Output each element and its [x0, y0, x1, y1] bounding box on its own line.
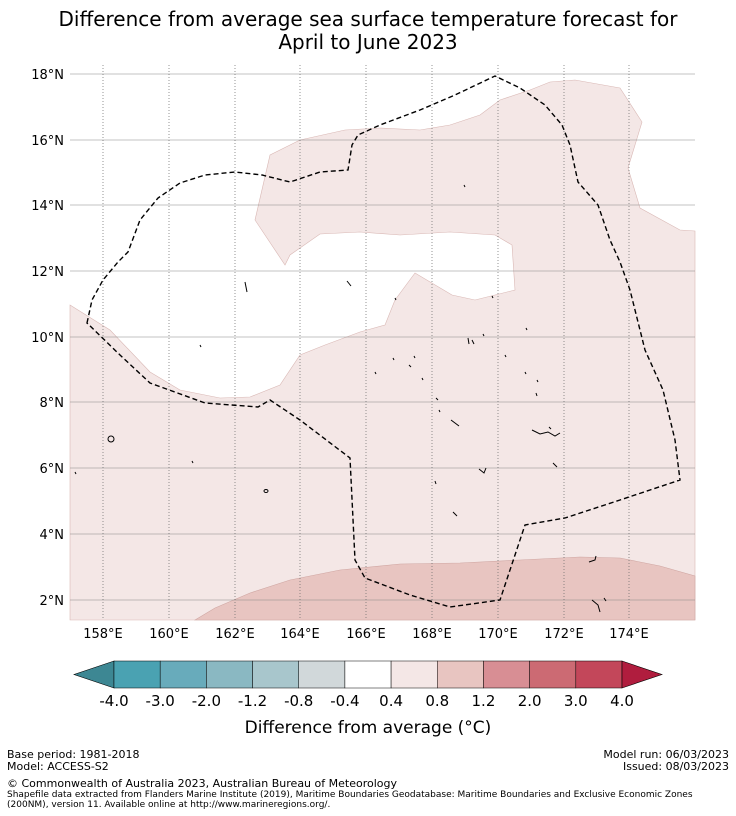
colorbar-tick-label: 1.2 — [472, 692, 496, 710]
colorbar-swatch — [390, 660, 438, 689]
lon-tick-162: 162°E — [215, 627, 255, 642]
lon-tick-labels: 158°E 160°E 162°E 164°E 166°E 168°E 170°… — [83, 627, 649, 642]
colorbar-tick-label: -2.0 — [192, 692, 221, 710]
lat-tick-12: 12°N — [31, 265, 64, 280]
title-line-2: April to June 2023 — [278, 30, 458, 54]
eez-boundary — [86, 75, 681, 608]
lon-tick-174: 174°E — [609, 627, 649, 642]
colorbar-tick-label: 3.0 — [564, 692, 588, 710]
lon-tick-172: 172°E — [544, 627, 584, 642]
lat-tick-16: 16°N — [31, 134, 64, 149]
lat-tick-4: 4°N — [40, 528, 65, 543]
lat-tick-8: 8°N — [40, 396, 65, 411]
colorbar-tick-label: 0.8 — [425, 692, 449, 710]
colorbar-under-arrow — [73, 660, 115, 689]
colorbar-tick-label: 2.0 — [518, 692, 542, 710]
colorbar-tick-label: -1.2 — [238, 692, 267, 710]
lat-tick-2: 2°N — [40, 594, 65, 609]
copyright: © Commonwealth of Australia 2023, Austra… — [7, 777, 397, 790]
footer-left: Base period: 1981-2018 Model: ACCESS-S2 — [7, 749, 139, 773]
shapefile-credit: Shapefile data extracted from Flanders M… — [7, 790, 731, 810]
map-area — [69, 65, 696, 621]
anomaly-region-medium — [193, 556, 696, 621]
shapefile-line-2: (200NM), version 11. Available online at… — [7, 800, 331, 810]
colorbar-tick-label: -0.8 — [284, 692, 313, 710]
lon-tick-160: 160°E — [149, 627, 189, 642]
colorbar-title: Difference from average (°C) — [244, 718, 492, 738]
colorbar-swatch — [575, 660, 623, 689]
lon-tick-166: 166°E — [346, 627, 386, 642]
colorbar-over-arrow — [621, 660, 663, 689]
colorbar-tick-label: -4.0 — [99, 692, 128, 710]
colorbar-swatch — [159, 660, 207, 689]
lon-gridlines — [102, 65, 630, 620]
issued-date: Issued: 08/03/2023 — [622, 760, 729, 773]
lon-tick-168: 168°E — [412, 627, 452, 642]
colorbar-tick-label: -0.4 — [330, 692, 359, 710]
base-period: Base period: 1981-2018 — [7, 748, 140, 761]
colorbar-tick-label: 0.4 — [379, 692, 403, 710]
anomaly-region-light — [69, 79, 696, 621]
lat-tick-18: 18°N — [31, 68, 64, 83]
colorbar-swatch — [206, 660, 253, 689]
title-line-1: Difference from average sea surface temp… — [58, 7, 678, 31]
map-title: Difference from average sea surface temp… — [0, 8, 736, 54]
lat-tick-6: 6°N — [40, 462, 65, 477]
shapefile-line-1: Shapefile data extracted from Flanders M… — [7, 790, 693, 800]
colorbar-swatch — [437, 660, 484, 689]
colorbar-tick-label: -3.0 — [146, 692, 175, 710]
colorbar-swatch — [483, 660, 530, 689]
islands — [74, 184, 607, 613]
lat-gridlines — [70, 73, 695, 601]
lon-tick-164: 164°E — [280, 627, 320, 642]
lat-tick-10: 10°N — [31, 331, 64, 346]
colorbar-swatch — [113, 660, 161, 689]
lat-tick-labels: 18°N 16°N 14°N 12°N 10°N 8°N 6°N 4°N 2°N — [31, 68, 64, 609]
colorbar-swatch — [344, 660, 392, 689]
colorbar-tick-label: 4.0 — [610, 692, 634, 710]
colorbar-swatch — [529, 660, 577, 689]
lon-tick-158: 158°E — [83, 627, 123, 642]
colorbar: -4.0 -3.0 -2.0 -1.2 -0.8 -0.4 0.4 0.8 1.2 2.0 3.0 4… — [73, 660, 663, 710]
lat-tick-14: 14°N — [31, 199, 64, 214]
colorbar-swatch — [252, 660, 299, 689]
model-name: Model: ACCESS-S2 — [7, 760, 109, 773]
model-run: Model run: 06/03/2023 — [603, 748, 729, 761]
footer-right: Model run: 06/03/2023 Issued: 08/03/2023 — [603, 749, 729, 773]
lon-tick-170: 170°E — [478, 627, 518, 642]
colorbar-swatch — [298, 660, 346, 689]
